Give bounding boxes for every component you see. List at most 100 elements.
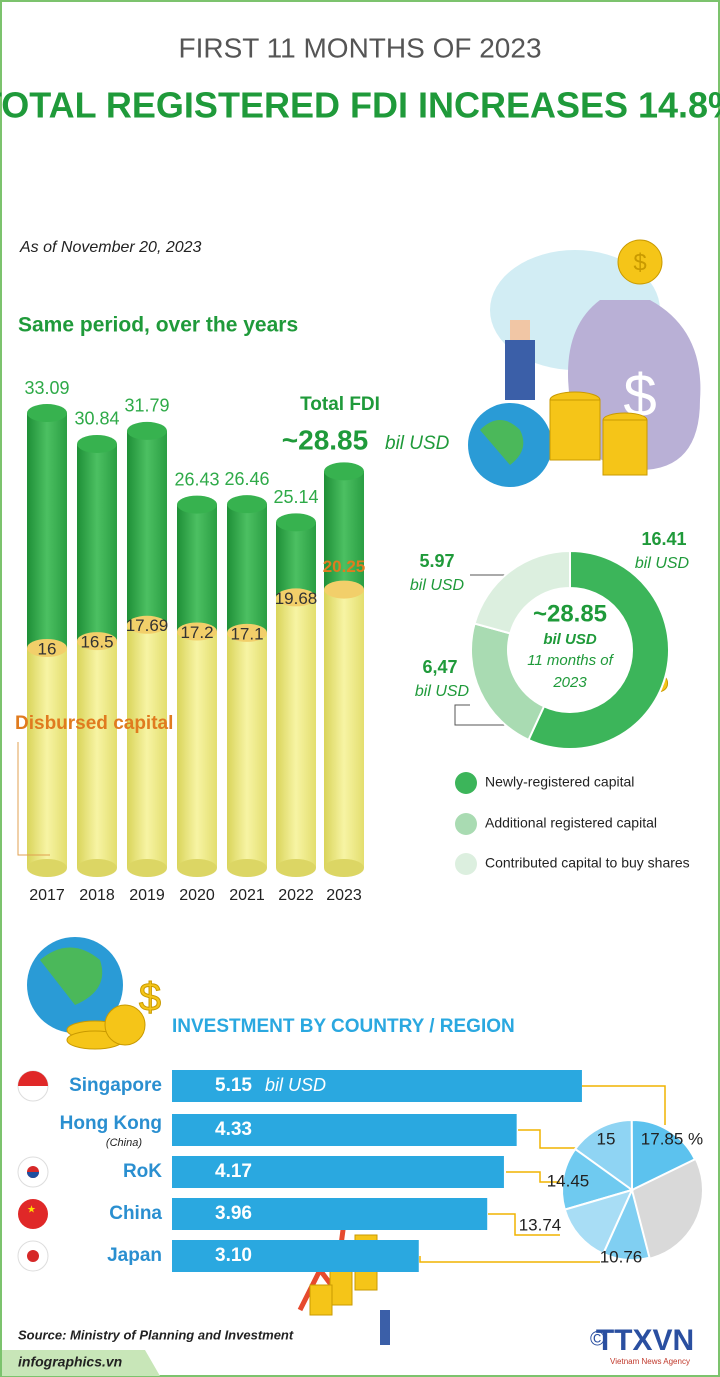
value-label: 30.84	[74, 409, 119, 429]
svg-text:$: $	[633, 249, 646, 276]
x-tick-label: 2021	[229, 887, 265, 904]
donut-unit: bil USD	[635, 555, 690, 572]
value-label: 5.15	[215, 1075, 252, 1096]
pie-slice	[630, 1118, 697, 1192]
title: TOTAL REGISTERED FDI INCREASES 14.8%	[0, 85, 720, 126]
category-label: RoK	[123, 1161, 162, 1182]
series-label: Disbursed capital	[15, 713, 173, 734]
cylinder-body	[27, 648, 67, 868]
category-label: Singapore	[69, 1075, 162, 1096]
svg-text:$: $	[139, 976, 161, 1020]
bar	[172, 1156, 504, 1188]
kicker: FIRST 11 MONTHS OF 2023	[178, 32, 541, 63]
pie-label: 15	[597, 1129, 616, 1148]
cylinder-body	[77, 641, 117, 868]
donut-unit: bil USD	[410, 577, 465, 594]
cylinder-body	[127, 624, 167, 868]
donut-label: 16.41	[641, 529, 686, 549]
connector	[454, 704, 510, 726]
pie-slice	[573, 1118, 634, 1192]
unit-label: bil USD	[265, 1075, 326, 1095]
x-tick-label: 2017	[29, 887, 65, 904]
unit-label: bil USD	[385, 433, 450, 454]
value-label: 16.5	[80, 633, 113, 652]
value-label: 19.68	[275, 589, 318, 608]
cylinder-top	[77, 434, 117, 453]
value-label: 26.46	[224, 469, 269, 489]
value-label: 25.14	[273, 487, 318, 507]
legend-swatch	[455, 772, 477, 794]
agency-sub: Vietnam News Agency	[610, 1357, 690, 1366]
donut-label: 6,47	[422, 657, 457, 677]
legend-label: Contributed capital to buy shares	[485, 855, 690, 871]
value-label: 20.25	[323, 557, 366, 576]
donut-center-note: 11 months of 2023	[527, 652, 613, 691]
legend-label: Additional registered capital	[485, 815, 657, 831]
site: infographics.vn	[18, 1354, 122, 1370]
series-label: Total FDI	[300, 394, 380, 415]
x-tick-label: 2019	[129, 887, 165, 904]
pie-slice	[563, 1188, 634, 1256]
cylinder-base	[177, 859, 217, 877]
value-label: 3.10	[215, 1245, 252, 1266]
as-of: As of November 20, 2023	[19, 239, 202, 256]
donut-slice	[473, 549, 571, 635]
x-tick-label: 2023	[326, 887, 362, 904]
category-note: (China)	[106, 1137, 142, 1149]
svg-text:★: ★	[27, 1205, 36, 1216]
value-label: ~28.85	[282, 424, 368, 455]
connectors	[419, 1085, 666, 1263]
pie-label: 10.76	[600, 1247, 643, 1266]
value-label: 33.09	[24, 378, 69, 398]
cylinder-top	[177, 622, 217, 641]
cylinder-base	[324, 859, 364, 877]
value-label: 17.2	[180, 623, 213, 642]
pie-label: 17.85 %	[641, 1129, 703, 1148]
cylinder-body	[177, 631, 217, 868]
legend-label: Newly-registered capital	[485, 774, 634, 790]
x-tick-label: 2022	[278, 887, 314, 904]
footer-band	[2, 1350, 160, 1376]
value-label: 3.96	[215, 1203, 252, 1224]
bar	[172, 1198, 488, 1230]
donut-center-value: ~28.85	[533, 600, 607, 627]
cylinder-base	[77, 859, 117, 877]
legend-swatch	[455, 813, 477, 835]
value-label: 17.1	[230, 624, 263, 643]
chart-title: Same period, over the years	[18, 314, 298, 337]
bar	[172, 1114, 517, 1146]
agency-logo: TTXVN	[596, 1324, 694, 1357]
cylinder-base	[127, 859, 167, 877]
cylinder-top	[227, 623, 267, 642]
cylinder-body	[324, 589, 364, 868]
x-tick-label: 2020	[179, 887, 215, 904]
donut-slice	[527, 549, 670, 750]
pie-label: 14.45	[547, 1171, 590, 1190]
donut-center-unit: bil USD	[543, 631, 597, 648]
value-label: 26.43	[174, 469, 219, 489]
legend-swatch	[455, 853, 477, 875]
illustration: $ $	[468, 239, 701, 487]
x-tick-label: 2018	[79, 887, 115, 904]
bar	[172, 1240, 419, 1272]
source: Source: Ministry of Planning and Investm…	[18, 1327, 294, 1342]
cylinder-top	[27, 639, 67, 657]
donut-note-box: 11 months of 2023	[527, 652, 613, 691]
illustration: $	[27, 937, 162, 1050]
cylinder-base	[276, 859, 316, 877]
donut-label: 5.97	[419, 551, 454, 571]
cylinder-top	[127, 421, 167, 440]
pie-slice	[601, 1186, 651, 1261]
flags: ★	[17, 1070, 49, 1272]
cylinder-top	[276, 513, 316, 532]
cylinder-top	[227, 495, 267, 514]
copyright: ©	[590, 1328, 605, 1350]
value-label: 31.79	[124, 396, 169, 416]
cylinder-body	[276, 597, 316, 868]
pie-label: 13.74	[519, 1215, 562, 1234]
bracket	[17, 742, 50, 856]
donut-unit: bil USD	[415, 683, 470, 700]
bar	[172, 1070, 582, 1102]
